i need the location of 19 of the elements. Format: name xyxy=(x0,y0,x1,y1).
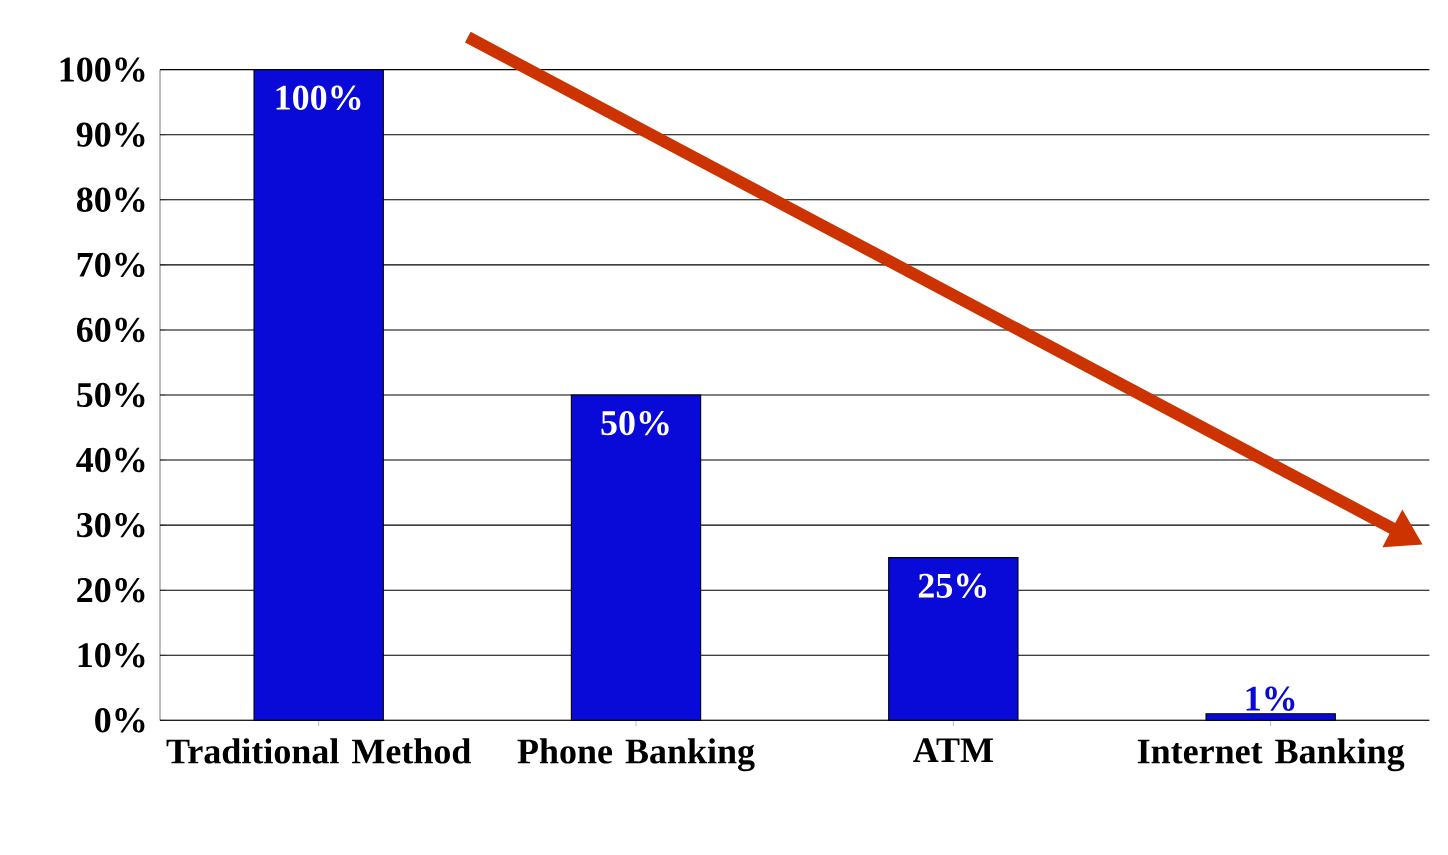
y-tick-label: 100% xyxy=(60,57,145,82)
data-label: 1% xyxy=(1246,686,1295,711)
data-label: 25% xyxy=(918,573,986,599)
y-tick-label: 90% xyxy=(76,122,145,147)
x-tick-label: Phone Banking xyxy=(517,738,755,772)
data-label: 100% xyxy=(276,85,361,111)
x-tick-label: Internet Banking xyxy=(1137,738,1405,772)
y-tick-label: 10% xyxy=(78,643,145,668)
y-tick-label: 40% xyxy=(76,447,145,473)
y-tick-label: 20% xyxy=(77,577,145,603)
y-tick-label: 80% xyxy=(76,187,145,212)
x-tick-label: Traditional Method xyxy=(166,738,471,764)
y-tick-label: 60% xyxy=(76,317,145,343)
y-tick-label: 0% xyxy=(95,708,145,733)
y-tick-label: 50% xyxy=(77,382,145,408)
y-tick-label: 30% xyxy=(77,512,145,538)
y-tick-label: 70% xyxy=(77,252,145,278)
x-tick-label: ATM xyxy=(913,738,993,763)
data-label: 50% xyxy=(601,410,669,436)
